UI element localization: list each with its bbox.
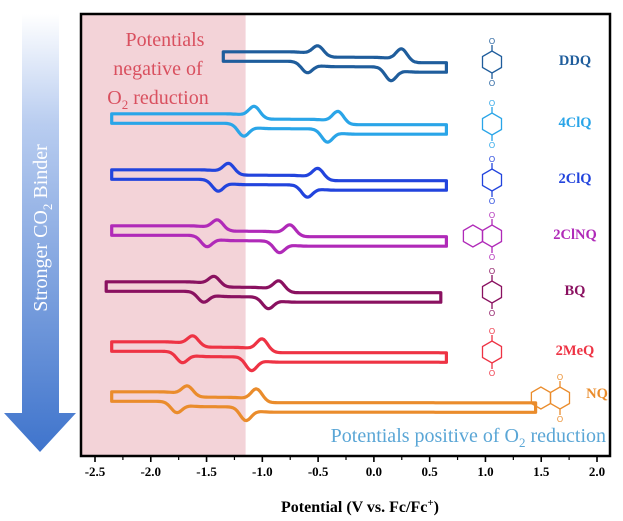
molecule-icon-2clq: OO	[481, 155, 503, 206]
svg-text:O: O	[489, 141, 495, 150]
x-tick-label: -2.0	[140, 464, 161, 479]
stronger-binder-arrow: Stronger CO2 Binder	[4, 14, 76, 452]
svg-text:O: O	[489, 267, 495, 276]
x-tick-label: -1.5	[196, 464, 217, 479]
molecule-icon-ddq: OO	[481, 37, 503, 88]
negative-region-line-2: negative of	[113, 58, 203, 80]
svg-text:O: O	[489, 155, 495, 164]
svg-text:O: O	[489, 253, 495, 262]
molecule-icon-2clnq: OO	[462, 211, 503, 262]
x-tick-label: -1.0	[252, 464, 273, 479]
molecule-icon-nq: OO	[530, 373, 571, 424]
molecule-icon-2meq: OO	[481, 327, 503, 378]
cv-curve-ddq	[221, 44, 448, 83]
series-label-4clq: 4ClQ	[558, 115, 591, 131]
svg-text:O: O	[489, 369, 495, 378]
x-axis-ticks: -2.5 -2.0 -1.5 -1.0 -0.5 0.0 0.5 1.0 1.5 2.0	[85, 456, 605, 479]
cv-curve-bq	[104, 274, 443, 311]
positive-region-annotation: Potentials positive of O2 reduction	[331, 425, 606, 450]
x-tick-label: 1.5	[533, 464, 550, 479]
x-axis-label: Potential (V vs. Fc/Fc+)	[281, 497, 439, 516]
series-label-2clnq: 2ClNQ	[553, 227, 597, 243]
svg-text:O: O	[489, 211, 495, 220]
svg-text:O: O	[489, 37, 495, 46]
x-tick-label: -2.5	[85, 464, 106, 479]
series-label-ddq: DDQ	[559, 53, 591, 69]
cv-curve-2clnq	[110, 218, 448, 255]
cv-curve-2clq	[110, 161, 448, 199]
series-labels: DDQ 4ClQ 2ClQ 2ClNQ BQ 2MeQ NQ	[553, 53, 608, 402]
svg-text:O: O	[489, 197, 495, 206]
arrow-shape	[4, 14, 76, 452]
x-tick-label: 0.0	[366, 464, 382, 479]
molecule-icon-4clq: OO	[481, 99, 503, 150]
x-tick-label: 2.0	[589, 464, 605, 479]
cv-curve-4clq	[110, 104, 448, 144]
svg-text:O: O	[489, 79, 495, 88]
negative-region-line-1: Potentials	[126, 29, 205, 51]
series-label-2clq: 2ClQ	[558, 171, 591, 187]
x-tick-label: -0.5	[308, 464, 329, 479]
svg-text:O: O	[489, 309, 495, 318]
x-tick-label: 1.0	[477, 464, 493, 479]
series-label-bq: BQ	[565, 283, 586, 299]
cv-curve-nq	[110, 384, 538, 423]
negative-region-line-3: O2 reduction	[107, 87, 208, 112]
series-label-2meq: 2MeQ	[556, 343, 595, 359]
svg-text:O: O	[557, 373, 563, 382]
molecule-icon-bq: OO	[481, 267, 503, 318]
arrow-label: Stronger CO2 Binder	[30, 144, 55, 312]
svg-text:O: O	[489, 327, 495, 336]
cv-curves	[104, 44, 538, 423]
svg-text:O: O	[489, 99, 495, 108]
svg-text:O: O	[557, 415, 563, 424]
x-tick-label: 0.5	[422, 464, 439, 479]
cv-curve-2meq	[110, 334, 448, 373]
series-label-nq: NQ	[586, 386, 608, 402]
negative-region-annotation: Potentials negative of O2 reduction	[107, 29, 208, 112]
